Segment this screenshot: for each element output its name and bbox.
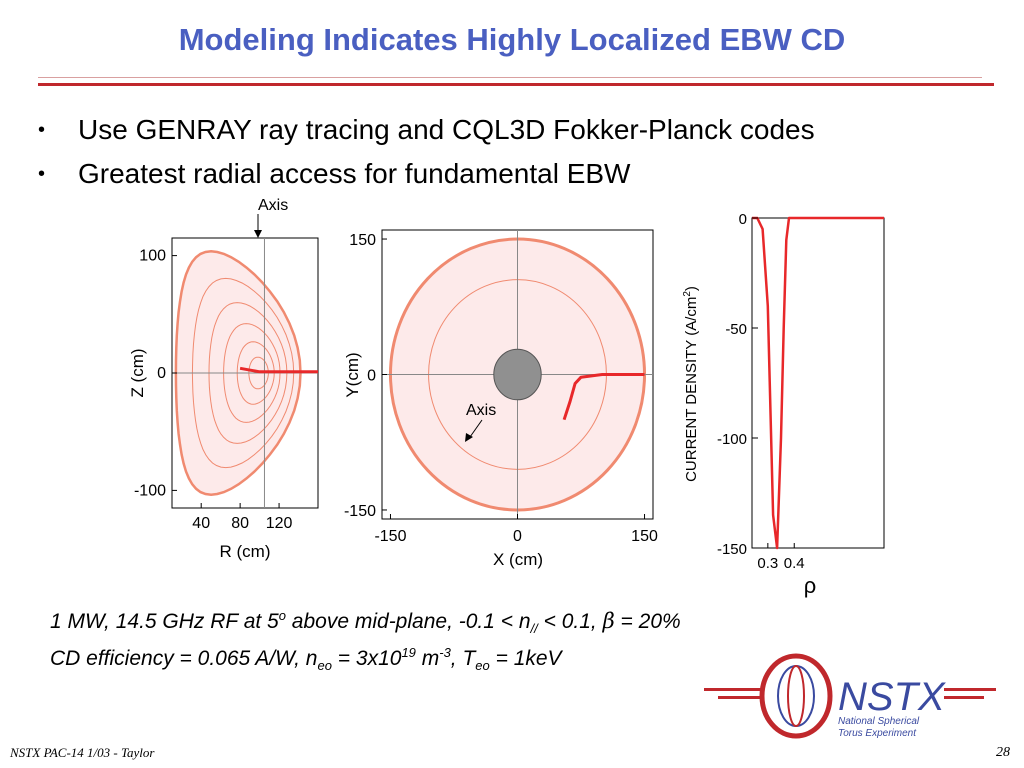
y-tick-label: 100 — [139, 248, 166, 265]
current-density-curve — [752, 216, 884, 550]
y-tick-label: -100 — [134, 482, 166, 499]
bullet-item: • Use GENRAY ray tracing and CQL3D Fokker… — [38, 108, 815, 152]
axis-pointer-head — [465, 433, 473, 442]
x-tick-label: 0 — [513, 528, 522, 545]
y-tick-label: 0 — [367, 368, 376, 385]
current-density-plot: 0.3 0.4 0 -50 -100 -150 CURRENT DENSITY (A/cm… — [682, 211, 885, 598]
logo-bar — [704, 688, 764, 691]
bullet-text: Use GENRAY ray tracing and CQL3D Fokker-… — [78, 114, 815, 145]
poloidal-plot: Axis 40 80 120 100 0 -100 Z (cm) R (cm) — [128, 197, 319, 561]
axis-annotation: Axis — [258, 197, 288, 214]
axis-pointer-head — [254, 230, 262, 238]
title-rule-thin — [38, 77, 982, 78]
toroidal-plot: -150 0 150 150 0 -150 Axis Y(cm) X (cm) — [343, 229, 658, 569]
title-rule-thick — [38, 83, 994, 86]
nstx-logo: NSTX National Spherical Torus Experiment — [704, 653, 996, 739]
bullet-dot-icon: • — [38, 119, 46, 141]
logo-line-2: Torus Experiment — [838, 728, 917, 739]
logo-line-1: National Spherical — [838, 716, 920, 727]
y-axis-label: Y(cm) — [343, 352, 362, 397]
y-tick-label: -100 — [717, 431, 747, 448]
x-tick-label: 120 — [266, 515, 293, 532]
y-tick-label: 0 — [157, 365, 166, 382]
bullet-text: Greatest radial access for fundamental E… — [78, 158, 631, 189]
y-tick-label: -150 — [717, 541, 747, 558]
x-tick-label: 0.3 — [757, 555, 778, 572]
y-axis-label: CURRENT DENSITY (A/cm2) — [682, 286, 700, 482]
x-tick-label: 80 — [231, 515, 249, 532]
ray-trajectory — [562, 373, 645, 421]
x-tick-label: 40 — [192, 515, 210, 532]
logo-ring-inner — [777, 665, 815, 727]
footer-credit: NSTX PAC-14 1/03 - Taylor — [10, 745, 155, 760]
logo-wordmark: NSTX — [838, 675, 946, 719]
center-column — [493, 348, 542, 401]
x-tick-label: -150 — [374, 528, 406, 545]
ray-trajectory — [239, 366, 318, 374]
caption-cd-efficiency: CD efficiency = 0.065 A/W, neo = 3x1019 … — [50, 645, 562, 674]
x-axis-label: ρ — [804, 573, 817, 598]
y-tick-label: 150 — [349, 232, 376, 249]
y-tick-label: -50 — [725, 321, 747, 338]
caption-rf-parameters: 1 MW, 14.5 GHz RF at 5o above mid-plane,… — [50, 608, 681, 637]
x-axis-label: X (cm) — [493, 550, 543, 569]
y-tick-label: -150 — [344, 503, 376, 520]
bullet-item: • Greatest radial access for fundamental … — [38, 152, 815, 196]
y-tick-label: 0 — [739, 211, 747, 228]
axis-annotation: Axis — [466, 402, 496, 419]
page-number: 28 — [996, 745, 1010, 760]
slide-title: Modeling Indicates Highly Localized EBW … — [178, 22, 846, 57]
logo-bar — [718, 696, 764, 699]
y-axis-label: Z (cm) — [128, 348, 147, 397]
bullet-dot-icon: • — [38, 163, 46, 185]
x-tick-label: 150 — [631, 528, 658, 545]
logo-bar — [944, 696, 984, 699]
logo-ring-core — [787, 665, 805, 727]
bullet-list: • Use GENRAY ray tracing and CQL3D Fokker… — [38, 108, 815, 196]
logo-bar — [944, 688, 996, 691]
x-axis-label: R (cm) — [220, 542, 271, 561]
x-tick-label: 0.4 — [784, 555, 805, 572]
axis-pointer-line — [469, 419, 483, 438]
logo-ring-outer — [759, 653, 833, 739]
